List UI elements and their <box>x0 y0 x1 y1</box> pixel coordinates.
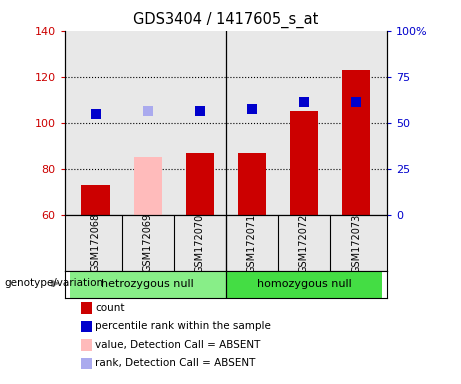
Point <box>248 106 255 112</box>
Text: hetrozygous null: hetrozygous null <box>101 279 194 289</box>
Text: genotype/variation: genotype/variation <box>5 278 104 288</box>
Text: rank, Detection Call = ABSENT: rank, Detection Call = ABSENT <box>95 358 256 368</box>
Text: value, Detection Call = ABSENT: value, Detection Call = ABSENT <box>95 340 261 350</box>
Text: percentile rank within the sample: percentile rank within the sample <box>95 321 272 331</box>
Text: GSM172070: GSM172070 <box>195 213 205 273</box>
Text: GSM172073: GSM172073 <box>351 213 361 273</box>
Text: GSM172071: GSM172071 <box>247 213 257 273</box>
Text: GSM172068: GSM172068 <box>91 214 101 272</box>
Bar <box>342 70 370 215</box>
Bar <box>82 185 110 215</box>
Bar <box>237 153 266 215</box>
Bar <box>70 271 226 298</box>
Bar <box>185 153 214 215</box>
Bar <box>290 111 318 215</box>
Point <box>196 108 204 114</box>
Text: count: count <box>95 303 125 313</box>
Bar <box>134 157 162 215</box>
Title: GDS3404 / 1417605_s_at: GDS3404 / 1417605_s_at <box>133 12 319 28</box>
Bar <box>226 271 382 298</box>
Point <box>144 108 152 114</box>
Point <box>92 111 100 117</box>
Text: GSM172069: GSM172069 <box>143 214 153 272</box>
Text: GSM172072: GSM172072 <box>299 213 309 273</box>
Point <box>352 99 360 105</box>
Text: homozygous null: homozygous null <box>257 279 351 289</box>
Point <box>300 99 307 105</box>
